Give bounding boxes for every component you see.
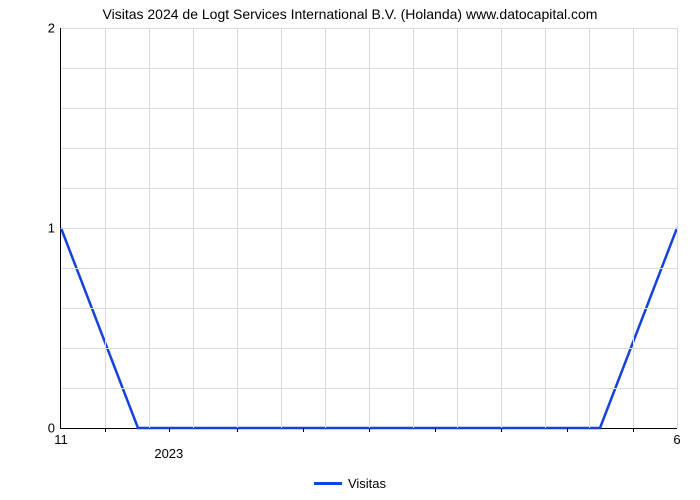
- x-major-label: 2023: [154, 446, 183, 461]
- x-tick-mark: [435, 428, 436, 432]
- plot-area: 0121162023: [60, 28, 677, 429]
- grid-line-v: [589, 28, 590, 428]
- grid-line-v: [545, 28, 546, 428]
- grid-line-v: [325, 28, 326, 428]
- x-tick-mark: [633, 428, 634, 432]
- x-tick-mark: [501, 428, 502, 432]
- grid-line-v: [501, 28, 502, 428]
- x-tick-mark: [567, 428, 568, 432]
- grid-line-v: [237, 28, 238, 428]
- x-tick-mark: [105, 428, 106, 432]
- x-tick-mark: [169, 428, 170, 432]
- grid-line-v: [193, 28, 194, 428]
- grid-line-v: [633, 28, 634, 428]
- x-tick-mark: [369, 428, 370, 432]
- grid-line-v: [457, 28, 458, 428]
- legend-label: Visitas: [348, 476, 386, 491]
- x-right-label: 6: [673, 432, 680, 447]
- grid-line-v: [149, 28, 150, 428]
- grid-line-v: [281, 28, 282, 428]
- chart-title: Visitas 2024 de Logt Services Internatio…: [0, 6, 700, 22]
- chart-container: Visitas 2024 de Logt Services Internatio…: [0, 0, 700, 500]
- grid-line-v: [677, 28, 678, 428]
- y-tick-label: 2: [48, 21, 55, 36]
- x-tick-mark: [303, 428, 304, 432]
- grid-line-v: [369, 28, 370, 428]
- x-left-label: 11: [54, 432, 68, 447]
- legend-swatch: [314, 482, 342, 485]
- grid-line-v: [413, 28, 414, 428]
- x-tick-mark: [237, 428, 238, 432]
- legend: Visitas: [0, 475, 700, 491]
- y-tick-label: 1: [48, 221, 55, 236]
- grid-line-v: [105, 28, 106, 428]
